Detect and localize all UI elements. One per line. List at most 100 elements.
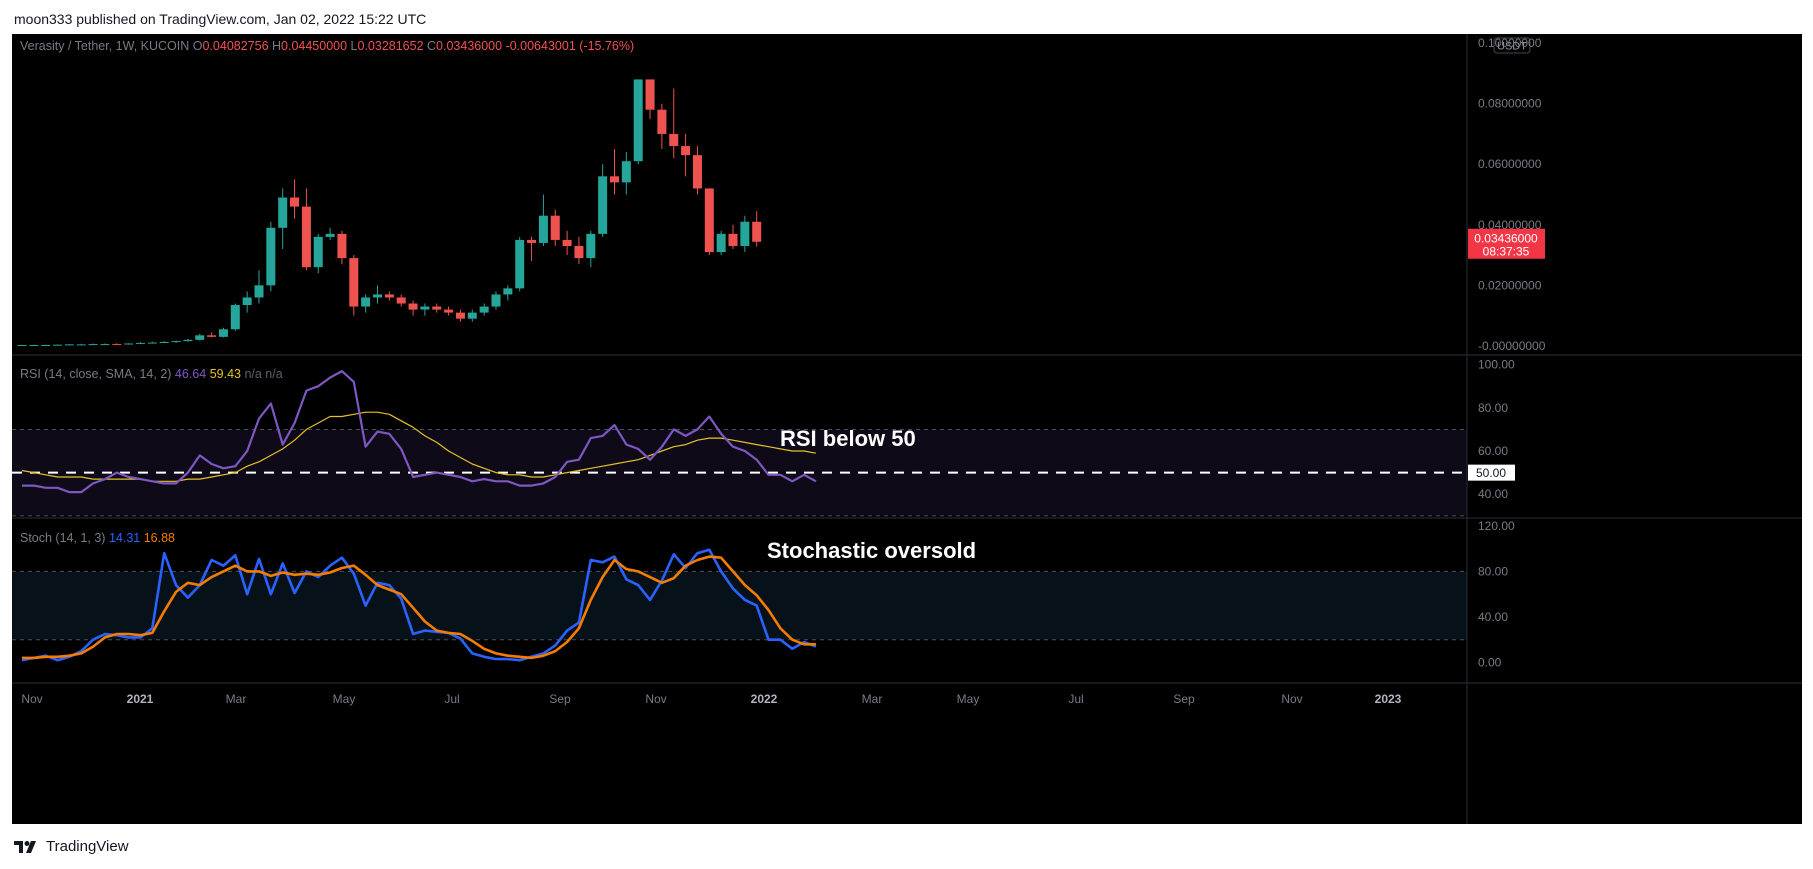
last-price-countdown: 08:37:35 (1483, 245, 1530, 259)
candle-body (136, 342, 145, 344)
stoch-legend-title: Stoch (14, 1, 3) (20, 531, 109, 545)
candle-body (242, 297, 252, 306)
candle-body (550, 215, 560, 240)
candle-body (692, 155, 702, 189)
candle-body (100, 344, 110, 346)
candle-body (361, 297, 371, 307)
price-legend-l-value: 0.03281652 (358, 39, 428, 53)
last-price-value: 0.03436000 (1474, 232, 1538, 246)
price-axis-tick: 0.06000000 (1478, 157, 1542, 171)
stoch-legend-k-value: 14.31 (109, 531, 144, 545)
price-axis-tick: 0.04000000 (1478, 218, 1542, 232)
time-axis-label: Sep (549, 692, 571, 706)
candle-body (645, 79, 655, 110)
candle-body (278, 197, 288, 228)
candle-body (218, 329, 228, 337)
candle-body (479, 306, 489, 313)
footer[interactable]: TradingView (14, 838, 129, 855)
rsi-50-tag-label: 50.00 (1476, 466, 1506, 480)
price-legend-o-value: 0.04082756 (202, 39, 272, 53)
price-axis-tick: 0.02000000 (1478, 278, 1542, 292)
price-legend-o-label: O (193, 39, 203, 53)
candle-body (53, 344, 63, 346)
rsi-legend-title: RSI (14, close, SMA, 14, 2) (20, 367, 175, 381)
candle-body (64, 344, 74, 346)
candle-body (491, 294, 501, 307)
candle-body (337, 233, 347, 259)
candle-body (76, 344, 86, 346)
candle-body (88, 344, 98, 346)
candle-body (230, 305, 240, 330)
candle-body (538, 215, 548, 243)
candle-body (301, 206, 311, 268)
time-axis-label: Mar (226, 692, 247, 706)
time-axis-label: Sep (1173, 692, 1195, 706)
rsi-axis-tick: 100.00 (1478, 358, 1515, 372)
candle-body (752, 221, 762, 242)
rsi-annotation: RSI below 50 (780, 426, 916, 451)
stoch-axis-tick: 0.00 (1478, 656, 1502, 670)
time-axis-label: Nov (645, 692, 666, 706)
candle-body (384, 294, 394, 298)
stoch-axis-tick: 40.00 (1478, 610, 1508, 624)
rsi-legend: RSI (14, close, SMA, 14, 2) 46.64 59.43 … (20, 367, 283, 381)
candle-body (621, 161, 631, 183)
price-axis-tick: -0.00000000 (1478, 339, 1546, 353)
candle-body (574, 245, 584, 259)
candle-body (159, 341, 169, 343)
last-price-tag (1468, 228, 1545, 259)
price-axis-tick: 0.08000000 (1478, 97, 1542, 111)
rsi-legend-value: 46.64 (175, 367, 210, 381)
price-legend-change: -0.00643001 (-15.76%) (506, 39, 635, 53)
candle-body (29, 345, 39, 347)
price-legend-l-label: L (351, 39, 358, 53)
candle-body (41, 345, 51, 347)
rsi-line (22, 370, 817, 494)
rsi-axis-tick: 80.00 (1478, 401, 1508, 415)
candle-body (290, 197, 300, 207)
currency-badge-label: USDT (1497, 41, 1527, 53)
candle-body (503, 288, 513, 295)
candle-body (633, 79, 643, 162)
rsi-axis-tick: 40.00 (1478, 487, 1508, 501)
candle-body (112, 344, 122, 346)
stoch-axis-tick: 80.00 (1478, 564, 1508, 578)
stoch-k-line (21, 548, 817, 662)
candle-body (467, 312, 477, 319)
candle-body (266, 227, 276, 286)
stoch-annotation: Stochastic oversold (767, 538, 976, 563)
candle-body (444, 309, 454, 313)
candle-body (657, 109, 667, 134)
time-axis-label: May (957, 692, 980, 706)
candle-body (586, 233, 596, 259)
candle-body (562, 239, 572, 246)
time-axis-label: Jul (444, 692, 459, 706)
candle-body (147, 342, 157, 344)
candle-body (527, 239, 537, 243)
price-legend-h-label: H (272, 39, 281, 53)
candle-body (681, 146, 691, 156)
candle-body (17, 345, 27, 347)
time-axis-label: 2021 (127, 692, 154, 706)
candle-body (373, 294, 382, 298)
rsi-legend-na: n/a n/a (244, 367, 282, 381)
candle-body (455, 312, 465, 319)
candle-body (432, 306, 442, 310)
time-axis-label: 2023 (1375, 692, 1402, 706)
candle-body (408, 303, 418, 310)
candle-body (124, 343, 134, 345)
candle-body (195, 335, 205, 340)
price-legend-c-value: 0.03436000 (436, 39, 506, 53)
footer-brand: TradingView (46, 838, 129, 855)
candle-body (254, 285, 264, 298)
stoch-band-fill (12, 571, 1467, 640)
stoch-legend: Stoch (14, 1, 3) 14.31 16.88 (20, 531, 175, 545)
candle-body (716, 233, 726, 253)
price-legend-c-label: C (427, 39, 436, 53)
candle-body (171, 341, 181, 343)
stoch-legend-d-value: 16.88 (144, 531, 175, 545)
currency-badge[interactable] (1493, 37, 1531, 54)
price-legend: Verasity / Tether, 1W, KUCOIN O0.0408275… (20, 39, 634, 53)
candle-body (396, 297, 406, 304)
